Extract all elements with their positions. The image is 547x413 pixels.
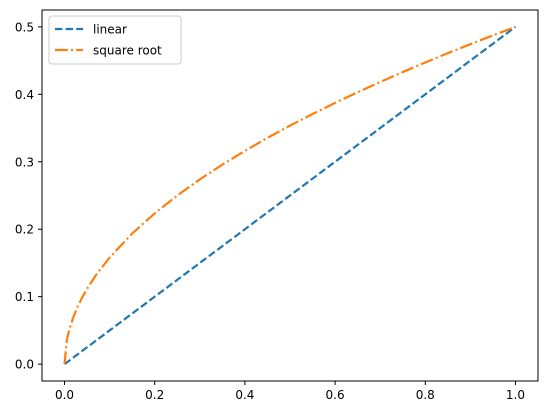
y-tick-label: 0.3 [15,155,34,169]
x-tick-label: 0.8 [416,388,435,402]
x-tick-label: 0.4 [235,388,254,402]
legend: linear square root [48,15,182,65]
y-tick-label: 0.0 [15,358,34,372]
legend-label-linear: linear [93,23,127,37]
axes-layer: 0.0 0.2 0.4 0.6 0.8 1.0 0.0 0.1 0.2 0.3 0.4 0.5 [15,9,539,402]
y-tick-label: 0.2 [15,223,34,237]
y-tick-label: 0.1 [15,290,34,304]
y-tick-label: 0.4 [15,88,34,102]
axes-frame [41,9,539,382]
x-tick-label: 1.0 [506,388,525,402]
y-tick-label: 0.5 [15,20,34,34]
series-line-square-root [63,25,516,365]
series-line-linear [63,25,517,366]
x-tick-label: 0.0 [55,388,74,402]
series-layer [63,25,517,366]
x-tick-label: 0.2 [145,388,164,402]
legend-label-square-root: square root [93,44,162,58]
x-tick-label: 0.6 [326,388,345,402]
